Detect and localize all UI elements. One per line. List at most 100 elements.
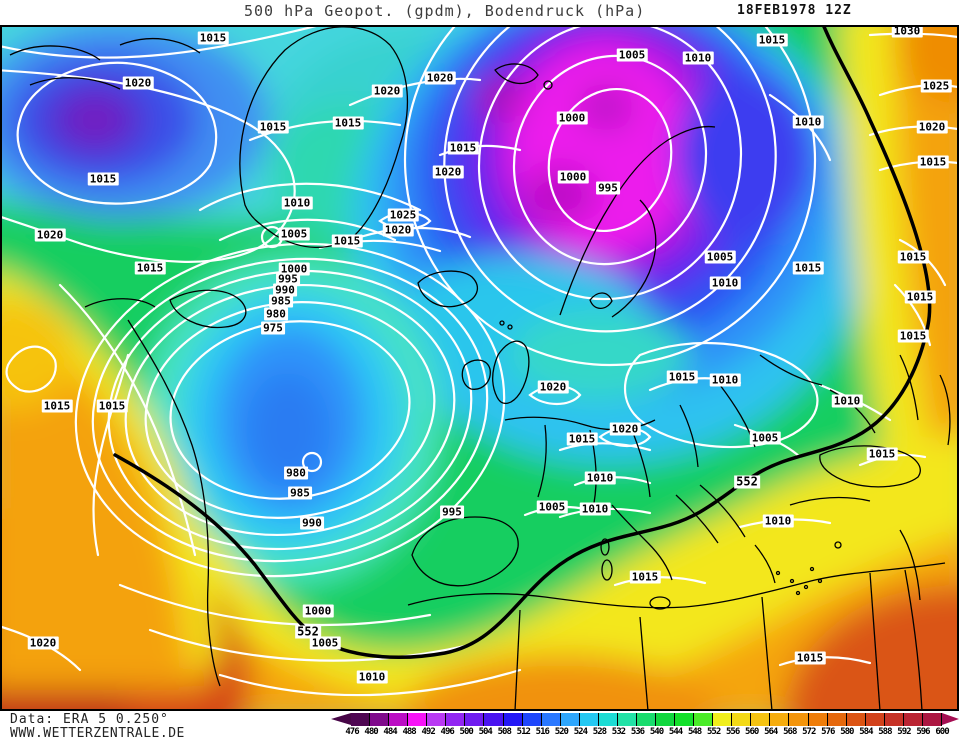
pressure-label: 1015 bbox=[96, 399, 128, 413]
colorbar-cell bbox=[408, 713, 428, 726]
pressure-label: 1020 bbox=[424, 71, 456, 85]
colorbar-tick: 484 bbox=[383, 727, 397, 737]
colorbar-tick: 520 bbox=[554, 727, 569, 737]
colorbar-tick: 568 bbox=[783, 727, 797, 737]
pressure-label: 1000 bbox=[278, 262, 310, 276]
pressure-label: 1015 bbox=[197, 31, 229, 45]
colorbar-left-arrow bbox=[331, 713, 351, 725]
pressure-label: 1015 bbox=[87, 172, 119, 186]
colorbar-tick: 508 bbox=[497, 727, 512, 737]
colorbar-tick: 576 bbox=[821, 727, 835, 737]
colorbar-tick: 504 bbox=[478, 727, 493, 737]
pressure-label: 1015 bbox=[332, 116, 364, 130]
pressure-label: 1010 bbox=[356, 670, 388, 684]
pressure-label: 1010 bbox=[579, 502, 611, 516]
weather-map-svg bbox=[2, 27, 957, 709]
pressure-label: 995 bbox=[276, 272, 300, 286]
colorbar-cell bbox=[598, 713, 618, 726]
colorbar-tick-labels: 476 480 484 488 492 496 500 504 508 512 516 520 524 5… bbox=[331, 726, 959, 739]
colorbar-tick: 488 bbox=[402, 727, 416, 737]
colorbar-tick: 536 bbox=[630, 727, 645, 737]
colorbar-cell bbox=[503, 713, 523, 726]
pressure-label: 1005 bbox=[278, 227, 310, 241]
title-bar: 500 hPa Geopot. (gpdm), Bodendruck (hPa)… bbox=[0, 0, 959, 25]
pressure-label: 1020 bbox=[122, 76, 154, 90]
colorbar-cell bbox=[370, 713, 390, 726]
colorbar-cell bbox=[389, 713, 409, 726]
pressure-label: 985 bbox=[288, 486, 312, 500]
pressure-label: 1020 bbox=[916, 120, 948, 134]
map-area: 1015 1020 1020 1020 1015 1015 1015 1020 1015 1010… bbox=[0, 25, 959, 711]
colorbar-tick: 548 bbox=[687, 727, 702, 737]
colorbar-cell bbox=[541, 713, 561, 726]
geopotential-552-label: 552 bbox=[295, 624, 321, 639]
pressure-label: 1020 bbox=[382, 223, 414, 237]
pressure-label: 1000 bbox=[557, 170, 589, 184]
colorbar-cell bbox=[827, 713, 847, 726]
pressure-label: 1015 bbox=[447, 141, 479, 155]
colorbar-tick: 544 bbox=[668, 727, 683, 737]
pressure-label: 1015 bbox=[629, 570, 661, 584]
colorbar-tick: 560 bbox=[745, 727, 759, 737]
coastlines bbox=[9, 27, 951, 709]
colorbar-cell bbox=[865, 713, 885, 726]
colorbar-cell bbox=[751, 713, 771, 726]
pressure-label: 1015 bbox=[897, 250, 929, 264]
pressure-label: 1010 bbox=[584, 471, 616, 485]
colorbar-tick: 596 bbox=[916, 727, 930, 737]
colorbar-tick: 492 bbox=[421, 727, 435, 737]
colorbar-tick: 480 bbox=[364, 727, 378, 737]
pressure-label: 1015 bbox=[897, 329, 929, 343]
pressure-label: 1015 bbox=[917, 155, 949, 169]
colorbar-cell bbox=[656, 713, 676, 726]
colorbar-tick: 500 bbox=[459, 727, 474, 737]
colorbar-cell bbox=[617, 713, 637, 726]
colorbar-cell bbox=[713, 713, 733, 726]
colorbar-cell bbox=[675, 713, 695, 726]
pressure-label: 990 bbox=[300, 516, 324, 530]
colorbar-cell bbox=[884, 713, 904, 726]
colorbar-tick: 532 bbox=[611, 727, 626, 737]
pressure-label: 1015 bbox=[794, 651, 826, 665]
map-labels-layer: 1015 1020 1020 1020 1015 1015 1015 1020 1015 1010… bbox=[2, 27, 957, 709]
pressure-label: 1010 bbox=[281, 196, 313, 210]
colorbar-cell bbox=[351, 713, 371, 726]
colorbar-tick: 552 bbox=[706, 727, 721, 737]
colorbar-cell bbox=[808, 713, 828, 726]
map-datetime: 18FEB1978 12Z bbox=[737, 3, 852, 18]
colorbar-tick: 580 bbox=[840, 727, 854, 737]
colorbar-cell bbox=[560, 713, 580, 726]
map-title: 500 hPa Geopot. (gpdm), Bodendruck (hPa) bbox=[244, 2, 646, 20]
pressure-label: 1010 bbox=[682, 51, 714, 65]
colorbar-cell bbox=[789, 713, 809, 726]
colorbar-tick: 600 bbox=[935, 727, 949, 737]
colorbar-tick: 496 bbox=[440, 727, 455, 737]
colorbar-tick: 476 bbox=[345, 727, 359, 737]
pressure-label: 1020 bbox=[34, 228, 66, 242]
colorbar-cell bbox=[465, 713, 485, 726]
pressure-label: 1025 bbox=[387, 208, 419, 222]
website-url: WWW.WETTERZENTRALE.DE bbox=[10, 726, 185, 741]
pressure-label: 1015 bbox=[566, 432, 598, 446]
pressure-label: 1020 bbox=[537, 380, 569, 394]
geopotential-color-field bbox=[2, 27, 957, 709]
colorbar-cell bbox=[846, 713, 866, 726]
colorbar-cell bbox=[922, 713, 942, 726]
pressure-label: 1005 bbox=[749, 431, 781, 445]
pressure-label: 1000 bbox=[556, 111, 588, 125]
colorbar-cell bbox=[770, 713, 790, 726]
pressure-label: 1020 bbox=[609, 422, 641, 436]
colorbar-cells bbox=[331, 713, 959, 726]
pressure-label: 1015 bbox=[41, 399, 73, 413]
geopotential-552-label: 552 bbox=[734, 474, 760, 489]
colorbar-tick: 512 bbox=[516, 727, 531, 737]
colorbar-cell bbox=[522, 713, 542, 726]
pressure-label: 1005 bbox=[309, 636, 341, 650]
colorbar-cell bbox=[732, 713, 752, 726]
pressure-label: 1020 bbox=[371, 84, 403, 98]
colorbar-tick: 592 bbox=[897, 727, 911, 737]
colorbar-cell bbox=[484, 713, 504, 726]
colorbar-tick: 540 bbox=[649, 727, 664, 737]
pressure-label: 1010 bbox=[709, 276, 741, 290]
